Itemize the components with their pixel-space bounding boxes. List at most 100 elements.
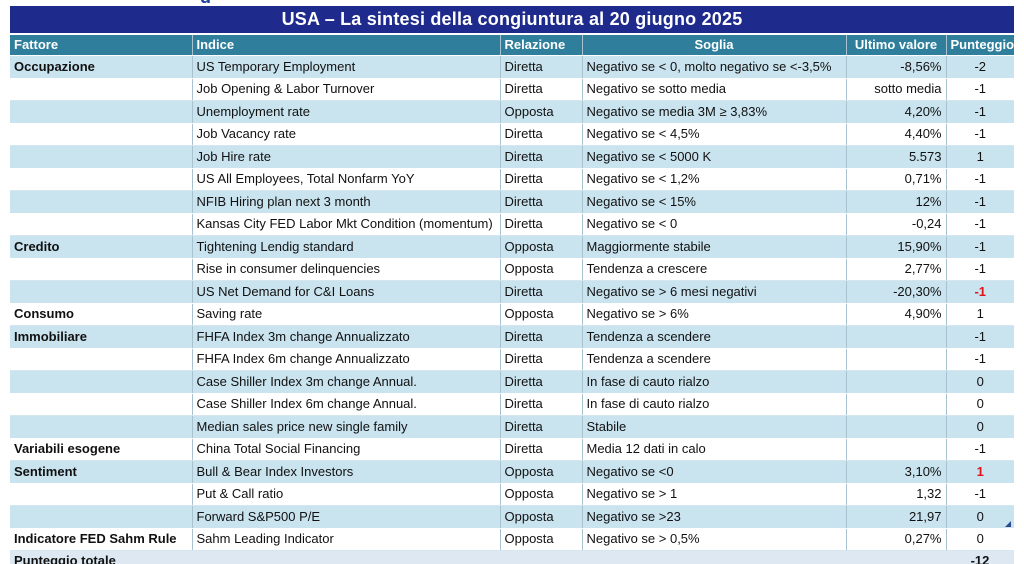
cell-score: 0	[945, 528, 1014, 551]
cell-factor	[10, 123, 192, 146]
table-row: Median sales price new single family Dire…	[10, 415, 1014, 439]
cell-relation: Diretta	[499, 78, 582, 101]
cell-last-value: 4,90%	[845, 303, 946, 326]
cell-last-value	[845, 415, 946, 439]
cell-score: 1	[945, 460, 1014, 484]
cell-factor	[10, 168, 192, 191]
cell-indicator: Tightening Lendig standard	[191, 235, 500, 259]
cell-last-value: 4,20%	[845, 100, 946, 124]
cell-factor: Variabili esogene	[10, 438, 192, 461]
cell-last-value: 1,32	[845, 483, 946, 506]
table-row: Job Opening & Labor Turnover Diretta Negat…	[10, 78, 1014, 101]
cell-score: -1	[945, 483, 1014, 506]
cell-indicator: Job Hire rate	[191, 145, 500, 169]
cell-threshold: Maggiormente stabile	[581, 235, 846, 259]
cell-factor: Sentiment	[10, 460, 192, 484]
cell-relation: Opposta	[499, 483, 582, 506]
cell-threshold: Media 12 dati in calo	[581, 438, 846, 461]
cell-threshold: Negativo se > 1	[581, 483, 846, 506]
cell-score: -1	[945, 190, 1014, 214]
table-row: Occupazione US Temporary Employment Dirett…	[10, 55, 1014, 79]
cell-indicator: Job Vacancy rate	[191, 123, 500, 146]
table-body: Occupazione US Temporary Employment Dirett…	[10, 55, 1014, 551]
cell-last-value	[845, 393, 946, 416]
cell-threshold: Negativo se >23	[581, 505, 846, 529]
cell-relation: Opposta	[499, 100, 582, 124]
cell-indicator: Case Shiller Index 6m change Annual.	[191, 393, 500, 416]
cell-relation: Diretta	[499, 55, 582, 79]
table-row: Forward S&P500 P/E Opposta Negativo se >23…	[10, 505, 1014, 529]
cell-last-value: sotto media	[845, 78, 946, 101]
cell-score: -1	[945, 280, 1014, 304]
cell-score: 0	[945, 505, 1014, 529]
cell-last-value: 5.573	[845, 145, 946, 169]
cell-threshold: Negativo se <0	[581, 460, 846, 484]
cell-score: -2	[945, 55, 1014, 79]
cell-last-value	[845, 325, 946, 349]
table-row: FHFA Index 6m change Annualizzato Diretta…	[10, 348, 1014, 371]
cell-factor	[10, 190, 192, 214]
cell-threshold: Negativo se < 5000 K	[581, 145, 846, 169]
cell-factor: Indicatore FED Sahm Rule	[10, 528, 192, 551]
cell-relation: Diretta	[499, 280, 582, 304]
cell-relation: Diretta	[499, 145, 582, 169]
cell-indicator: FHFA Index 6m change Annualizzato	[191, 348, 500, 371]
cell-factor: Credito	[10, 235, 192, 259]
cell-last-value	[845, 348, 946, 371]
table-row: Sentiment Bull & Bear Index Investors Oppo…	[10, 460, 1014, 484]
table-row: Immobiliare FHFA Index 3m change Annualiz…	[10, 325, 1014, 349]
cell-threshold: Negativo se > 0,5%	[581, 528, 846, 551]
table-row: Put & Call ratio Opposta Negativo se > 1 1,…	[10, 483, 1014, 506]
cell-relation: Diretta	[499, 348, 582, 371]
table-row: Variabili esogene China Total Social Fina…	[10, 438, 1014, 461]
cell-threshold: Stabile	[581, 415, 846, 439]
cell-threshold: Negativo se sotto media	[581, 78, 846, 101]
table-row: Rise in consumer delinquencies Opposta Ten…	[10, 258, 1014, 281]
table-row: Case Shiller Index 3m change Annual. Dire…	[10, 370, 1014, 394]
table-title: USA – La sintesi della congiuntura al 20…	[10, 6, 1014, 33]
cell-score: 0	[945, 393, 1014, 416]
cell-indicator: Kansas City FED Labor Mkt Condition (mom…	[191, 213, 500, 236]
cell-indicator: Case Shiller Index 3m change Annual.	[191, 370, 500, 394]
cell-last-value: 21,97	[845, 505, 946, 529]
header-score: Punteggio	[945, 35, 1014, 56]
cell-factor	[10, 280, 192, 304]
total-row: Punteggio totale -12	[10, 550, 1014, 564]
title-fragment: g	[200, 0, 320, 3]
cell-threshold: Tendenza a scendere	[581, 325, 846, 349]
table-row: Case Shiller Index 6m change Annual. Dire…	[10, 393, 1014, 416]
cell-indicator: Unemployment rate	[191, 100, 500, 124]
cell-relation: Opposta	[499, 528, 582, 551]
header-last-value: Ultimo valore	[845, 35, 946, 56]
cell-factor	[10, 145, 192, 169]
cell-factor	[10, 258, 192, 281]
cell-threshold: Negativo se < 0	[581, 213, 846, 236]
cell-threshold: In fase di cauto rialzo	[581, 370, 846, 394]
cell-relation: Diretta	[499, 415, 582, 439]
cell-factor	[10, 415, 192, 439]
table-row: Indicatore FED Sahm Rule Sahm Leading Ind…	[10, 528, 1014, 551]
cell-score: -1	[945, 168, 1014, 191]
cell-score: -1	[945, 348, 1014, 371]
cell-score: 1	[945, 145, 1014, 169]
cell-threshold: Negativo se > 6%	[581, 303, 846, 326]
cell-factor: Consumo	[10, 303, 192, 326]
cell-threshold: Negativo se < 4,5%	[581, 123, 846, 146]
cell-score: 0	[945, 415, 1014, 439]
cell-relation: Opposta	[499, 303, 582, 326]
cell-indicator: Sahm Leading Indicator	[191, 528, 500, 551]
cell-factor: Immobiliare	[10, 325, 192, 349]
header-row: Fattore Indice Relazione Soglia Ultimo v…	[10, 35, 1014, 56]
cell-relation: Diretta	[499, 190, 582, 214]
cell-relation: Opposta	[499, 505, 582, 529]
cell-threshold: Tendenza a crescere	[581, 258, 846, 281]
cell-relation: Diretta	[499, 213, 582, 236]
cell-threshold: Negativo se media 3M ≥ 3,83%	[581, 100, 846, 124]
cell-last-value: -20,30%	[845, 280, 946, 304]
cell-last-value: 3,10%	[845, 460, 946, 484]
cell-last-value: -0,24	[845, 213, 946, 236]
table-row: US All Employees, Total Nonfarm YoY Diret…	[10, 168, 1014, 191]
cell-last-value: 0,71%	[845, 168, 946, 191]
cell-indicator: US All Employees, Total Nonfarm YoY	[191, 168, 500, 191]
